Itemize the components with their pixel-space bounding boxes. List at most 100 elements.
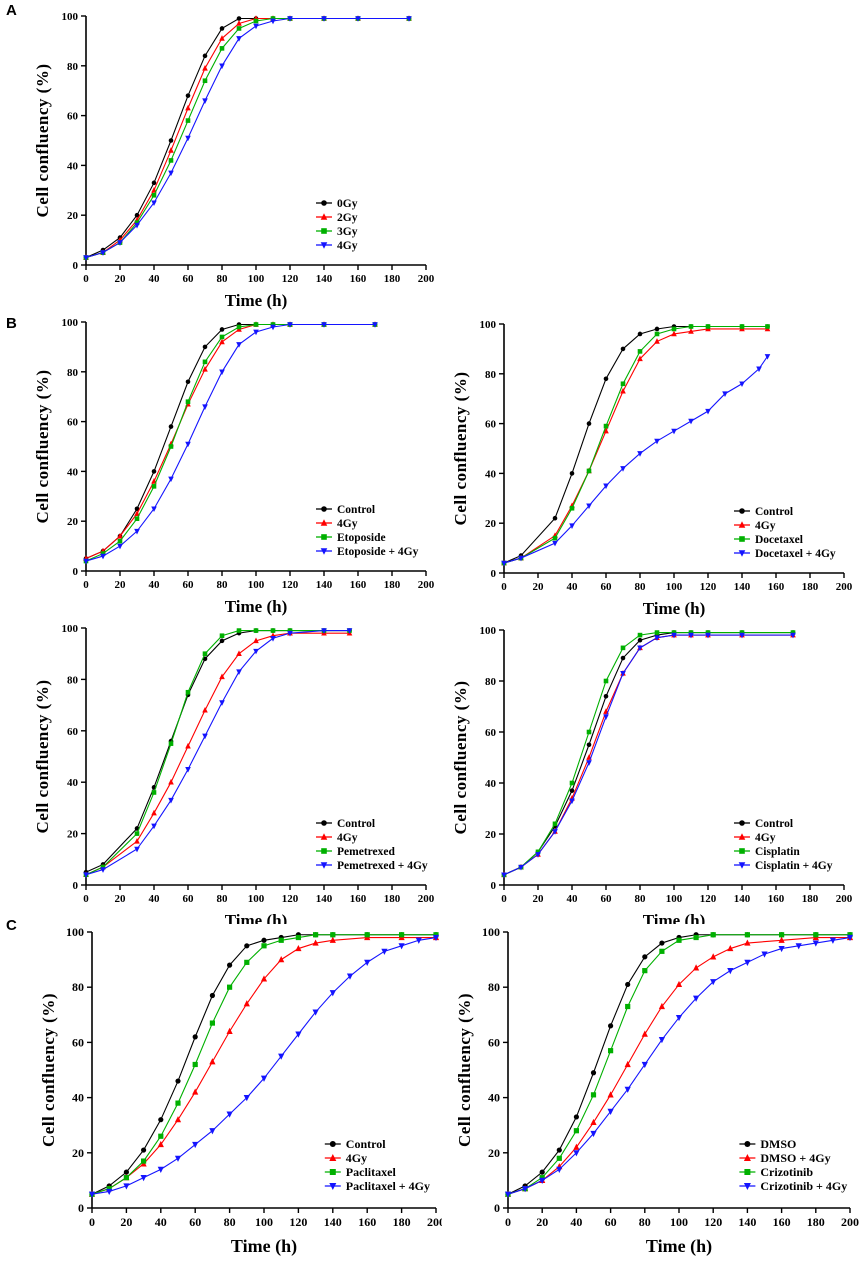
data-point bbox=[168, 797, 174, 804]
data-point bbox=[253, 329, 259, 336]
data-point bbox=[675, 980, 683, 988]
y-tick-label: 20 bbox=[488, 1146, 500, 1160]
data-point bbox=[658, 1037, 665, 1044]
y-axis-label: Cell confluency (%) bbox=[451, 372, 470, 526]
data-point bbox=[637, 645, 643, 652]
data-point bbox=[192, 1141, 199, 1149]
data-point bbox=[569, 505, 575, 511]
chart-b1: 0 20 40 60 80 100 120 140 160 180 200 0 20 40 60 80 100 T… bbox=[33, 318, 435, 616]
series-cisplatin-4gy bbox=[501, 632, 796, 879]
x-tick-label: 0 bbox=[501, 893, 507, 905]
y-tick-label: 60 bbox=[488, 1035, 500, 1049]
data-point bbox=[642, 968, 648, 974]
series-line bbox=[91, 934, 436, 1195]
y-tick-label: 80 bbox=[485, 369, 497, 381]
data-point bbox=[539, 1177, 546, 1184]
data-point bbox=[151, 809, 157, 816]
legend-marker bbox=[329, 1141, 336, 1147]
data-point bbox=[688, 632, 694, 639]
legend-label: Crizotinib + 4Gy bbox=[760, 1179, 847, 1193]
data-point bbox=[236, 650, 242, 656]
legend-marker bbox=[738, 521, 746, 528]
x-tick-label: 80 bbox=[224, 1215, 236, 1229]
data-point bbox=[608, 1023, 614, 1029]
data-point bbox=[168, 444, 174, 449]
y-tick-label: 40 bbox=[72, 1091, 84, 1105]
x-tick-label: 0 bbox=[83, 273, 89, 285]
y-tick-label: 100 bbox=[62, 11, 79, 23]
data-point bbox=[603, 427, 609, 434]
x-tick-label: 180 bbox=[802, 893, 819, 905]
series-2gy bbox=[83, 15, 412, 260]
series-4gy bbox=[501, 325, 771, 566]
legend-marker bbox=[320, 862, 328, 869]
data-point bbox=[244, 943, 250, 949]
data-point bbox=[151, 180, 157, 186]
data-point bbox=[158, 1117, 164, 1123]
data-point bbox=[372, 322, 378, 328]
data-point bbox=[287, 630, 293, 637]
data-point bbox=[573, 1143, 580, 1150]
data-point bbox=[847, 932, 853, 938]
data-point bbox=[219, 46, 225, 51]
series-control bbox=[89, 932, 439, 1197]
data-point bbox=[552, 540, 558, 547]
data-point bbox=[727, 968, 734, 975]
chart-b3: 0 20 40 60 80 100 120 140 160 180 200 0 20 40 60 80 100 T… bbox=[33, 624, 435, 924]
data-point bbox=[100, 864, 106, 870]
data-point bbox=[556, 1155, 562, 1161]
y-tick-label: 80 bbox=[72, 980, 84, 994]
series-0gy bbox=[83, 16, 412, 260]
data-point bbox=[192, 1088, 199, 1095]
data-point bbox=[739, 381, 745, 388]
y-tick-label: 100 bbox=[62, 624, 79, 635]
x-tick-label: 40 bbox=[149, 893, 161, 905]
data-point bbox=[270, 635, 276, 642]
data-point bbox=[654, 338, 660, 344]
x-tick-label: 140 bbox=[738, 1215, 756, 1229]
legend-marker bbox=[321, 506, 327, 512]
data-point bbox=[586, 468, 592, 474]
data-point bbox=[270, 18, 276, 25]
data-point bbox=[141, 1158, 147, 1164]
x-tick-label: 0 bbox=[83, 579, 89, 591]
data-point bbox=[123, 1169, 129, 1175]
y-tick-label: 0 bbox=[78, 1201, 84, 1215]
legend-marker bbox=[739, 536, 745, 542]
data-point bbox=[321, 16, 327, 22]
legend-label: 4Gy bbox=[337, 832, 358, 844]
legend-label: Etoposide bbox=[337, 532, 386, 544]
data-point bbox=[659, 948, 665, 954]
data-point bbox=[253, 23, 259, 30]
y-tick-label: 100 bbox=[480, 319, 497, 331]
legend-marker bbox=[744, 1141, 751, 1147]
x-tick-label: 140 bbox=[316, 579, 333, 591]
legend-marker bbox=[739, 848, 745, 854]
data-point bbox=[688, 328, 694, 334]
x-tick-label: 200 bbox=[836, 893, 853, 905]
data-point bbox=[586, 729, 592, 735]
data-point bbox=[236, 669, 242, 675]
y-axis-label: Cell confluency (%) bbox=[33, 680, 52, 834]
series-line bbox=[503, 328, 768, 564]
data-point bbox=[812, 940, 819, 947]
y-tick-label: 100 bbox=[62, 318, 79, 329]
data-point bbox=[603, 714, 609, 720]
data-point bbox=[620, 655, 626, 661]
data-point bbox=[253, 648, 259, 655]
x-tick-label: 40 bbox=[149, 273, 161, 285]
data-point bbox=[185, 689, 191, 695]
x-tick-label: 20 bbox=[536, 1215, 548, 1229]
y-axis-label: Cell confluency (%) bbox=[455, 993, 474, 1147]
x-tick-label: 100 bbox=[248, 579, 265, 591]
data-point bbox=[270, 16, 276, 21]
data-point bbox=[140, 1175, 147, 1182]
y-tick-label: 80 bbox=[488, 980, 500, 994]
data-point bbox=[202, 64, 208, 71]
data-point bbox=[226, 1027, 233, 1034]
legend-marker bbox=[321, 848, 327, 854]
data-point bbox=[157, 1140, 164, 1148]
data-point bbox=[573, 1114, 579, 1120]
data-point bbox=[399, 932, 405, 938]
data-point bbox=[244, 959, 250, 965]
